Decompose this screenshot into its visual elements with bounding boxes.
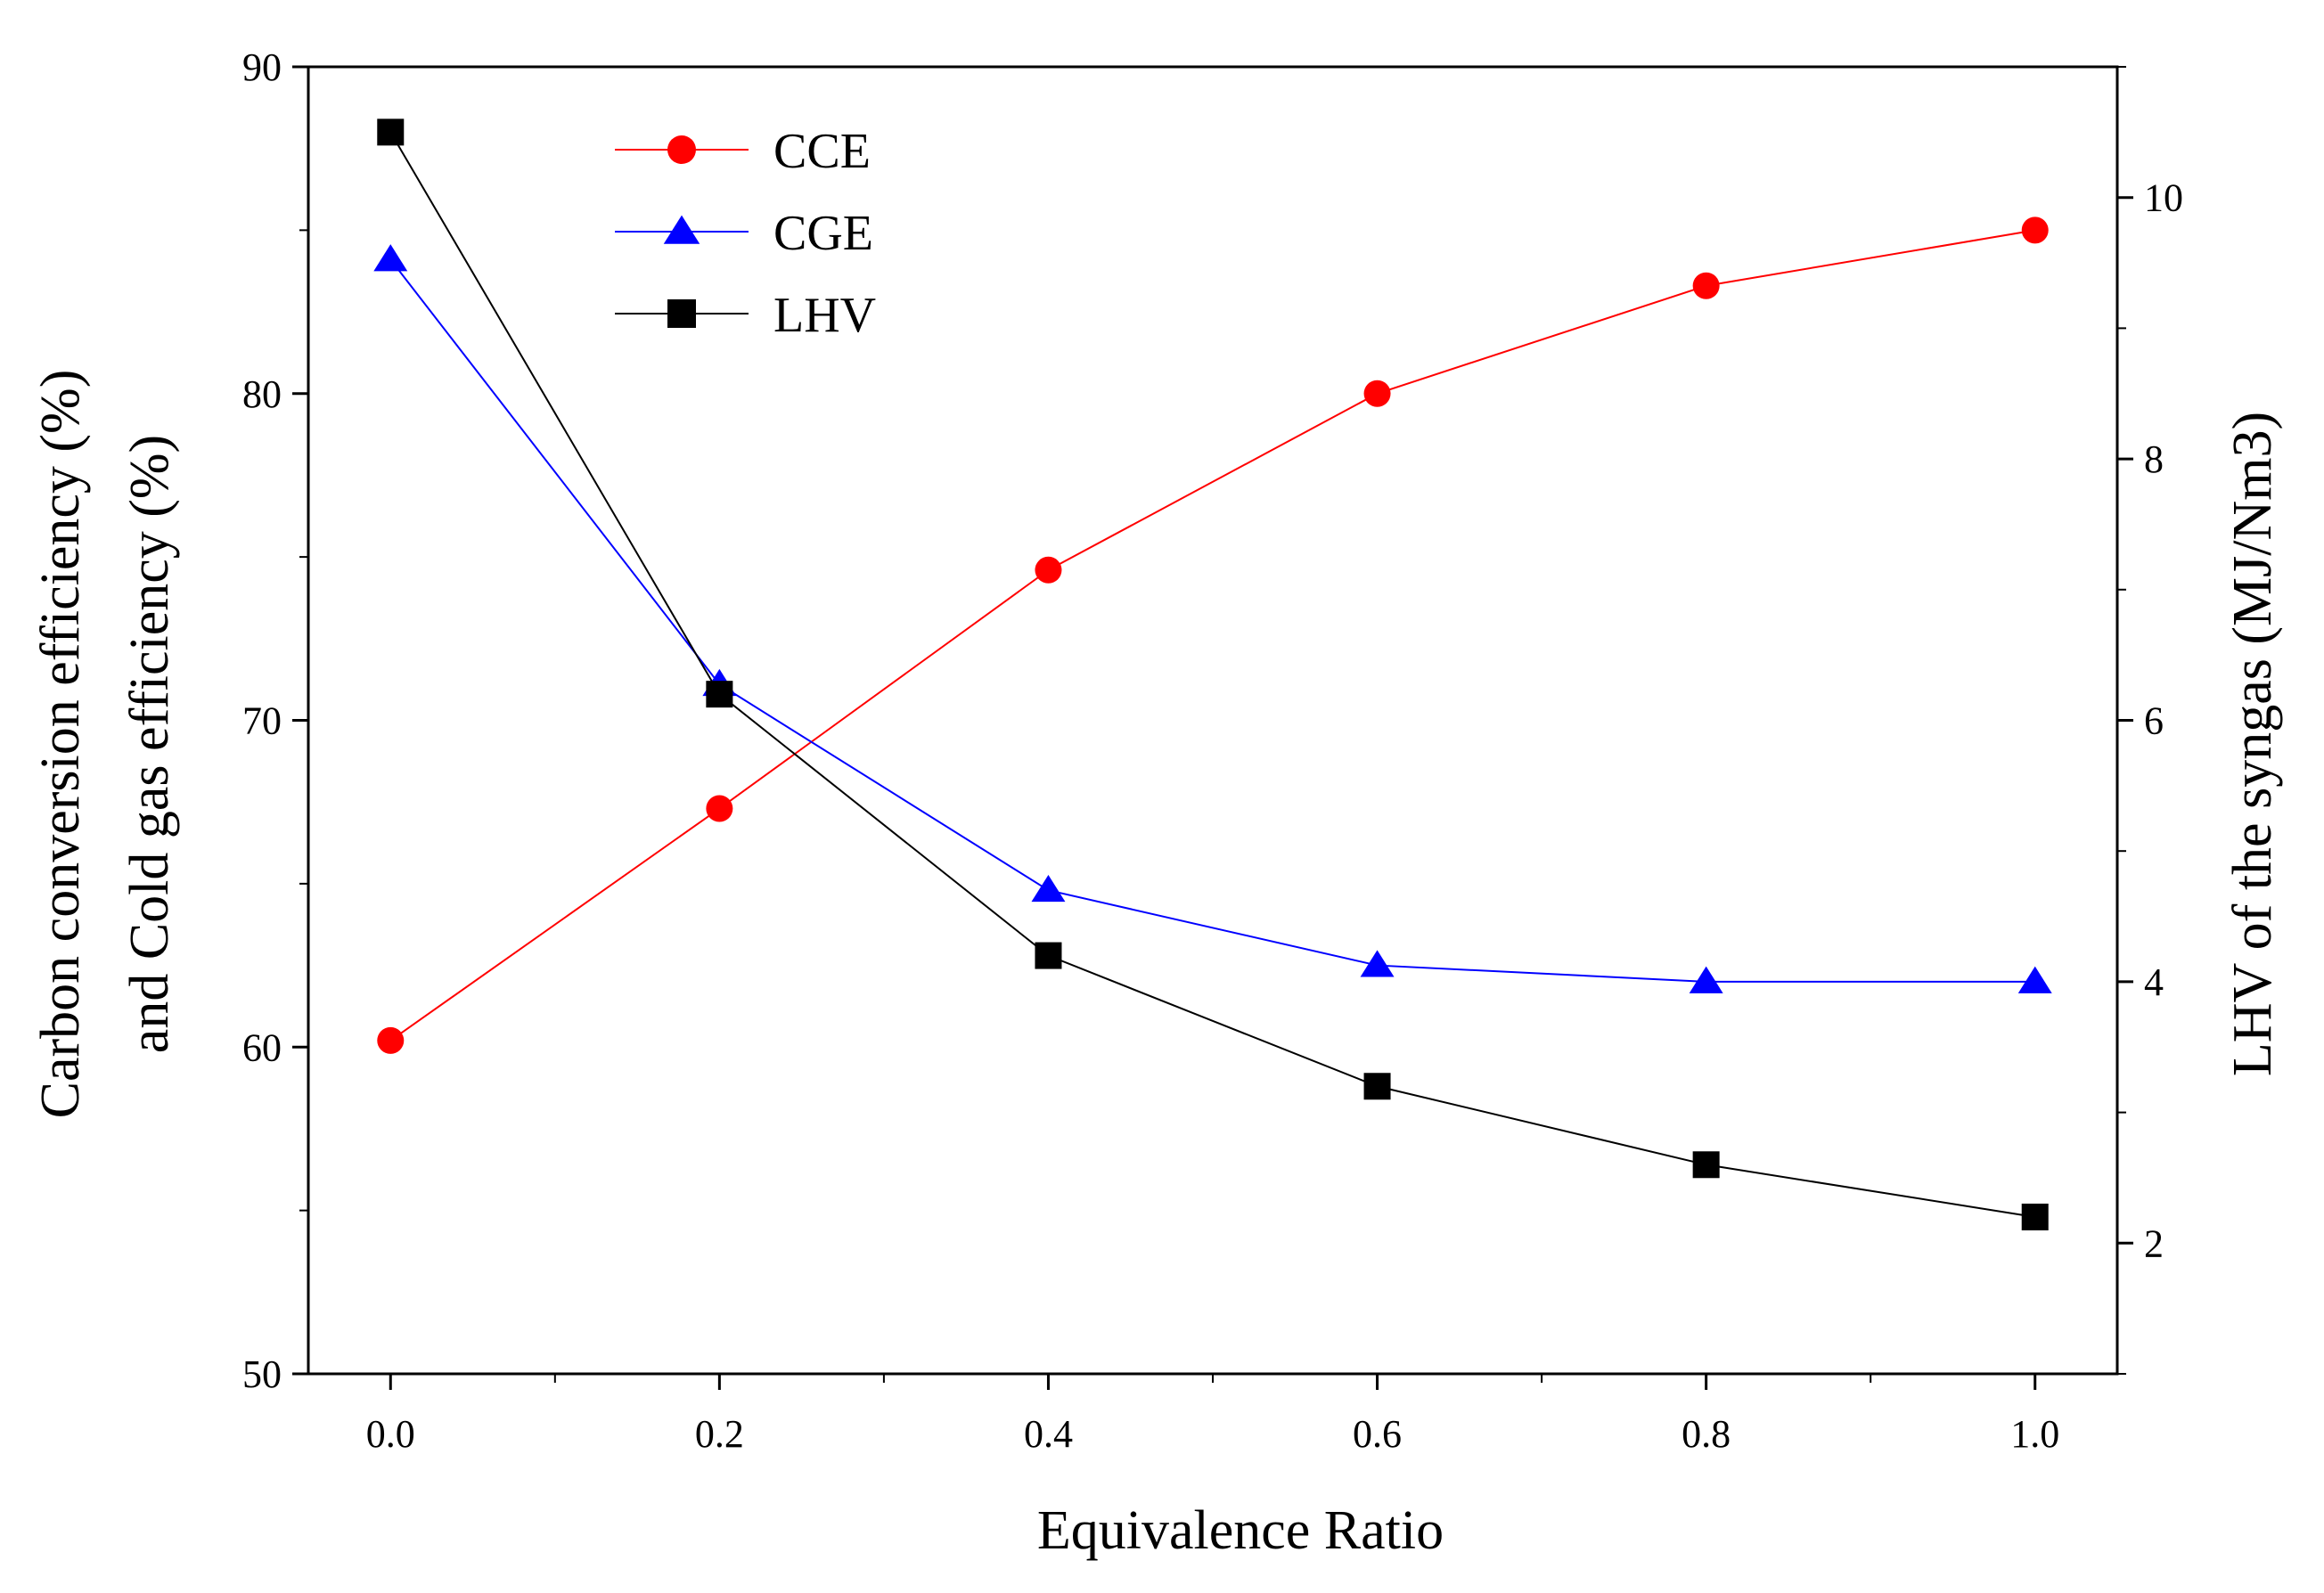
lhv-point <box>377 118 405 146</box>
left-axis-title-line2: and Cold gas efficiency (%) <box>119 435 180 1053</box>
cce-series-line <box>389 229 2035 1042</box>
right-axis-title: LHV of the syngas (MJ/Nm3) <box>2222 412 2283 1076</box>
cce-point <box>2021 216 2049 244</box>
cge-point <box>2017 966 2052 993</box>
x-tick-label: 0.0 <box>366 1412 415 1456</box>
y-right-tick-label: 10 <box>2144 176 2183 220</box>
x-axis-title: Equivalence Ratio <box>1037 1500 1444 1561</box>
x-tick-label: 0.4 <box>1024 1412 1073 1456</box>
lhv-point <box>2021 1203 2049 1230</box>
lhv-series-line <box>389 131 2035 1218</box>
cce-point <box>1363 380 1391 407</box>
y-right-tick-label: 8 <box>2144 437 2164 481</box>
y-right-tick-label: 6 <box>2144 699 2164 743</box>
y-left-tick-label: 90 <box>242 45 282 89</box>
lhv-point <box>706 681 733 708</box>
y-left-tick-label: 80 <box>242 372 282 416</box>
y-left-tick-label: 60 <box>242 1025 282 1069</box>
cge-point <box>373 244 408 272</box>
x-tick-label: 0.6 <box>1353 1412 1402 1456</box>
cce-point <box>377 1026 405 1054</box>
x-tick-label: 1.0 <box>2010 1412 2059 1456</box>
legend-marker-cge <box>663 215 700 244</box>
legend: CCE CGE LHV <box>615 124 876 343</box>
cge-series-line <box>389 258 2035 983</box>
y-left-tick-label: 70 <box>242 699 282 743</box>
y-left-tick-label: 50 <box>242 1352 282 1396</box>
left-axis-title-line1: Carbon conversion efficiency (%) <box>30 370 91 1119</box>
legend-marker-cce <box>667 135 696 164</box>
lhv-point <box>1035 942 1062 969</box>
cce-point <box>1035 556 1062 584</box>
x-tick-label: 0.2 <box>695 1412 744 1456</box>
cce-point <box>1692 272 1720 299</box>
cce-point <box>706 795 733 822</box>
legend-label-lhv: LHV <box>773 288 876 343</box>
lhv-point <box>1692 1151 1720 1179</box>
lhv-point <box>1363 1073 1391 1100</box>
legend-label-cce: CCE <box>773 124 871 179</box>
legend-label-cge: CGE <box>773 206 873 261</box>
y-right-tick-label: 2 <box>2144 1221 2164 1265</box>
x-tick-label: 0.8 <box>1682 1412 1731 1456</box>
y-right-tick-label: 4 <box>2144 960 2164 1004</box>
cge-point <box>1031 874 1066 903</box>
cge-point <box>1360 950 1395 977</box>
legend-marker-lhv <box>667 299 696 328</box>
cge-point <box>1689 966 1723 993</box>
